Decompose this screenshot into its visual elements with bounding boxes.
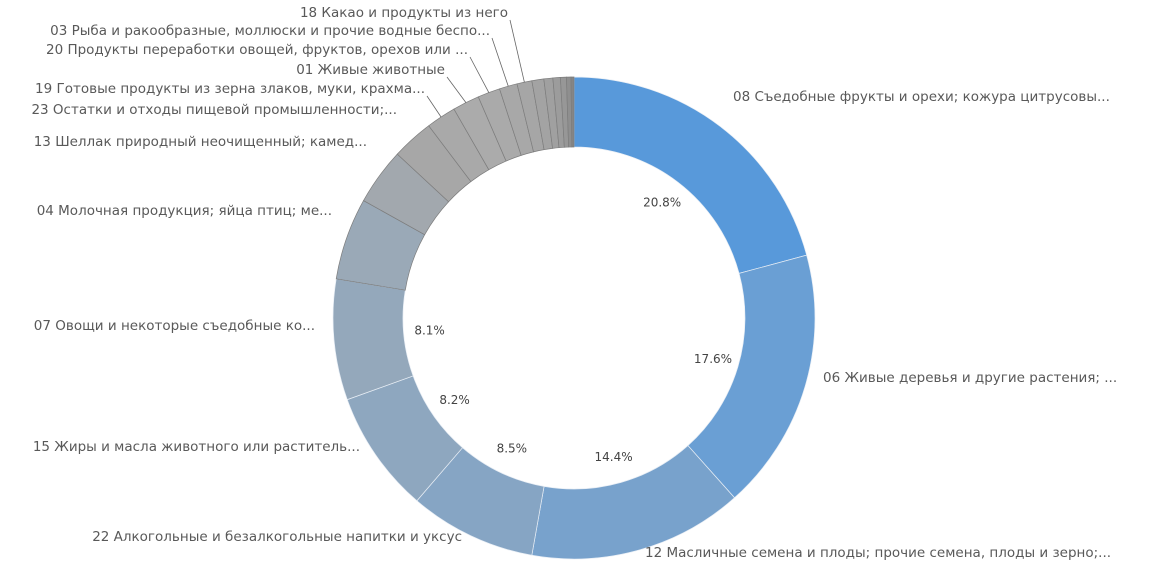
category-label: 23 Остатки и отходы пищевой промышленнос…: [31, 102, 397, 118]
category-label: 08 Съедобные фрукты и орехи; кожура цитр…: [733, 89, 1110, 105]
category-label: 20 Продукты переработки овощей, фруктов,…: [46, 42, 468, 58]
category-label: 13 Шеллак природный неочищенный; камед..…: [34, 134, 367, 150]
leader-line: [491, 37, 509, 87]
category-label: 06 Живые деревья и другие растения; ...: [823, 370, 1117, 386]
percent-label: 20.8%: [643, 195, 681, 209]
donut-slice: [570, 76, 575, 148]
category-label: 12 Масличные семена и плоды; прочие семе…: [645, 545, 1111, 561]
category-label: 03 Рыба и ракообразные, моллюски и прочи…: [50, 23, 490, 39]
leader-line: [509, 19, 525, 83]
category-label: 04 Молочная продукция; яйца птиц; ме...: [37, 203, 332, 219]
category-label: 22 Алкогольные и безалкогольные напитки …: [92, 529, 462, 545]
category-label: 07 Овощи и некоторые съедобные ко...: [34, 318, 315, 334]
category-label: 19 Готовые продукты из зерна злаков, мук…: [35, 81, 425, 97]
percent-label: 17.6%: [694, 352, 732, 366]
percent-label: 8.2%: [439, 393, 470, 407]
leader-line: [469, 56, 490, 93]
percent-label: 14.4%: [595, 450, 633, 464]
category-label: 18 Какао и продукты из него: [300, 5, 508, 21]
percent-label: 8.1%: [414, 324, 445, 338]
leader-line: [446, 76, 467, 103]
category-label: 01 Живые животные: [296, 62, 445, 78]
leader-line: [426, 95, 442, 118]
category-label: 15 Жиры и масла животного или раститель.…: [33, 439, 360, 455]
donut-slice: [573, 76, 808, 274]
percent-label: 8.5%: [497, 442, 528, 456]
donut-slice: [687, 254, 816, 499]
